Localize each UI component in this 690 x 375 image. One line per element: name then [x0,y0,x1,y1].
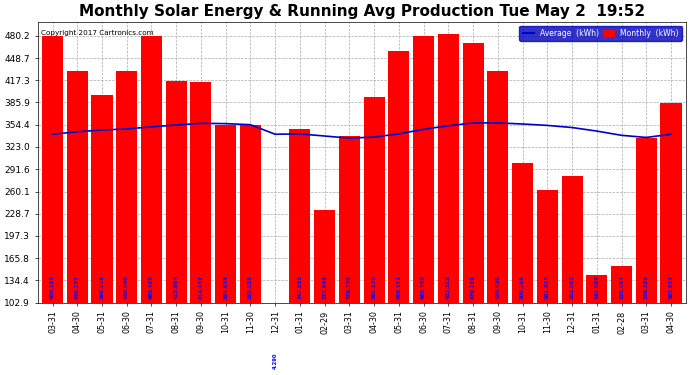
Bar [537,190,558,375]
Text: 415.884: 415.884 [174,275,179,299]
Text: 354.654: 354.654 [223,275,228,299]
Text: 282.062: 282.062 [569,275,575,299]
Bar [190,82,211,375]
Text: 414.467: 414.467 [199,275,204,299]
Text: 480.425: 480.425 [149,275,154,299]
Bar [413,36,434,375]
Bar [67,71,88,375]
Bar [512,163,533,375]
Bar [660,103,682,375]
Bar [364,98,384,375]
Text: Copyright 2017 Cartronics.com: Copyright 2017 Cartronics.com [41,30,154,36]
Text: 336.389: 336.389 [644,275,649,299]
Text: 4.290: 4.290 [273,352,277,369]
Title: Monthly Solar Energy & Running Avg Production Tue May 2  19:52: Monthly Solar Energy & Running Avg Produ… [79,4,645,19]
Bar [462,43,484,375]
Text: 353.535: 353.535 [248,276,253,299]
Text: 430.040: 430.040 [124,276,129,299]
Bar [166,81,187,375]
Bar [215,124,236,375]
Bar [314,210,335,375]
Bar [240,125,261,375]
Legend: Average  (kWh), Monthly  (kWh): Average (kWh), Monthly (kWh) [520,26,682,40]
Bar [611,266,632,375]
Bar [586,275,607,375]
Bar [92,95,112,375]
Text: 480.165: 480.165 [50,275,55,299]
Text: 385.613: 385.613 [669,275,673,299]
Bar [562,176,582,375]
Text: 300.269: 300.269 [520,275,525,299]
Bar [635,138,657,375]
Text: 430.267: 430.267 [75,275,80,299]
Bar [42,36,63,375]
Text: 396.208: 396.208 [99,275,104,299]
Text: 393.170: 393.170 [372,275,377,299]
Bar [438,33,459,375]
Text: 338.350: 338.350 [347,275,352,299]
Text: 233.640: 233.640 [322,275,327,299]
Text: 430.420: 430.420 [495,276,500,299]
Bar [141,36,162,375]
Text: 480.388: 480.388 [421,275,426,299]
Bar [289,129,311,375]
Text: 142.026: 142.026 [594,275,600,299]
Bar [116,71,137,375]
Text: 347.835: 347.835 [297,275,302,299]
Bar [265,372,286,375]
Bar [339,136,360,375]
Text: 483.322: 483.322 [446,275,451,299]
Bar [388,51,409,375]
Text: 458.151: 458.151 [396,275,402,299]
Text: 155.067: 155.067 [619,275,624,299]
Text: 261.610: 261.610 [545,275,550,299]
Text: 470.289: 470.289 [471,275,475,299]
Bar [487,71,509,375]
